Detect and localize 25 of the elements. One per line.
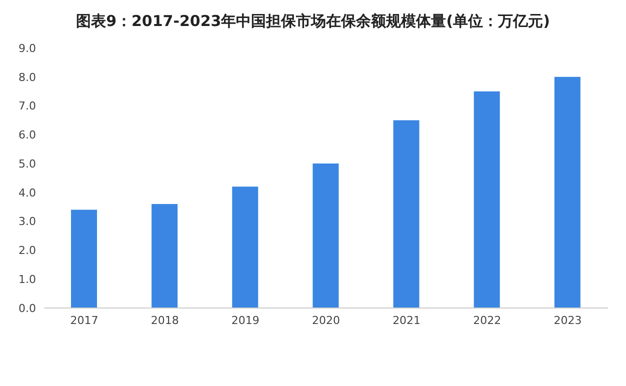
y-tick-label: 7.0 [18,100,36,113]
y-tick-label: 3.0 [18,215,36,228]
x-tick-label: 2022 [473,314,502,327]
x-tick-label: 2023 [554,314,582,327]
x-tick-label: 2020 [312,314,340,327]
x-tick-label: 2018 [150,314,179,327]
y-tick-label: 5.0 [18,157,36,170]
bar [152,204,178,308]
bar [554,76,580,308]
y-tick-label: 6.0 [18,128,36,142]
chart-title: 图表9：2017-2023年中国担保市场在保余额规模体量(单位：万亿元) [75,11,551,32]
bar [312,164,339,308]
y-tick-label: 8.0 [18,70,36,84]
x-tick-label: 2021 [392,314,421,327]
y-tick-label: 9.0 [18,42,36,55]
y-tick-label: 1.0 [18,273,36,286]
bar [232,186,258,308]
bar [474,91,500,308]
x-tick-label: 2017 [70,314,98,327]
bar [71,210,97,308]
y-tick-label: 4.0 [18,186,36,200]
bar [393,120,420,308]
x-tick-label: 2019 [231,314,260,327]
y-tick-label: 2.0 [18,244,36,258]
y-tick-label: 0.0 [18,302,36,315]
